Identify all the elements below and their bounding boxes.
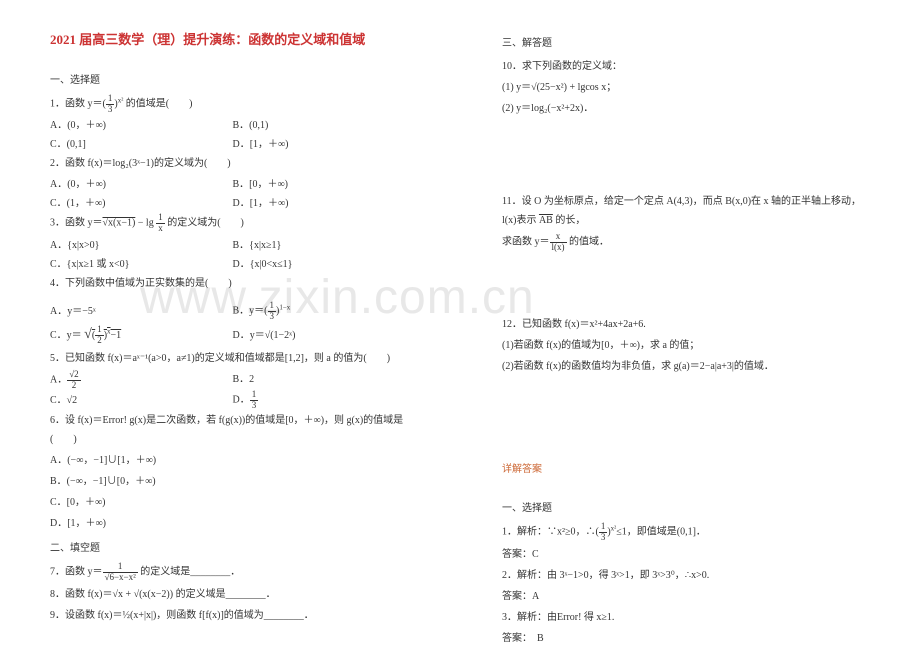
q6-opt-a: A．(−∞，−1]∪[1，＋∞) xyxy=(50,451,422,470)
question-1-options-2: C．(0,1] D．[1，＋∞) xyxy=(50,135,422,154)
right-column: 三、解答题 10．求下列函数的定义域： (1) y＝√(25−x²) + lgc… xyxy=(460,0,920,651)
q5-opt-b: B．2 xyxy=(233,370,383,389)
q1-opt-a: A．(0，＋∞) xyxy=(50,116,230,135)
q2-opt-b: B．[0，＋∞) xyxy=(233,175,383,194)
section-3-heading: 三、解答题 xyxy=(502,34,874,53)
question-5: 5．已知函数 f(x)＝aˣ⁻¹(a>0，a≠1)的定义域和值域都是[1,2]，… xyxy=(50,349,422,368)
question-11b: 求函数 y＝xl(x) 的值域． xyxy=(502,232,874,253)
answer-3: 3．解析：由Error! 得 x≥1. xyxy=(502,608,874,627)
q5-opt-a: A．√22 xyxy=(50,370,230,391)
question-1-options: A．(0，＋∞) B．(0,1) xyxy=(50,116,422,135)
question-9: 9．设函数 f(x)＝½(x+|x|)，则函数 f[f(x)]的值域为_____… xyxy=(50,606,422,625)
answer-2-key: 答案：A xyxy=(502,587,874,606)
question-5-options: A．√22 B．2 xyxy=(50,370,422,391)
answer-heading: 详解答案 xyxy=(502,460,874,479)
question-4-options: A．y＝−5ˣ B．y＝(13)1−x xyxy=(50,301,422,322)
question-8: 8．函数 f(x)＝√x + √(x(x−2)) 的定义域是________． xyxy=(50,585,422,604)
q4-opt-b: B．y＝(13)1−x xyxy=(233,301,383,322)
question-2-options: A．(0，＋∞) B．[0，＋∞) xyxy=(50,175,422,194)
q1-opt-d: D．[1，＋∞) xyxy=(233,135,383,154)
question-12-1: (1)若函数 f(x)的值域为[0，＋∞)，求 a 的值； xyxy=(502,336,874,355)
q1-opt-b: B．(0,1) xyxy=(233,116,383,135)
q5-opt-d: D．13 xyxy=(233,390,383,411)
q3-opt-a: A．{x|x>0} xyxy=(50,236,230,255)
left-column: 2021 届高三数学（理）提升演练：函数的定义域和值域 一、选择题 1．函数 y… xyxy=(0,0,460,651)
q6-opt-d: D．[1，＋∞) xyxy=(50,514,422,533)
question-7: 7．函数 y＝1√6−x−x² 的定义域是________． xyxy=(50,562,422,583)
question-3-options: A．{x|x>0} B．{x|x≥1} xyxy=(50,236,422,255)
doc-title: 2021 届高三数学（理）提升演练：函数的定义域和值域 xyxy=(50,28,422,53)
question-12: 12．已知函数 f(x)＝x²+4ax+2a+6. xyxy=(502,315,874,334)
q4-opt-d: D．y＝√(1−2ˣ) xyxy=(233,326,383,345)
question-10: 10．求下列函数的定义域： xyxy=(502,57,874,76)
question-12-2: (2)若函数 f(x)的函数值均为非负值，求 g(a)＝2−a|a+3|的值域． xyxy=(502,357,874,376)
section-2-heading: 二、填空题 xyxy=(50,539,422,558)
question-11: 11．设 O 为坐标原点，给定一个定点 A(4,3)，而点 B(x,0)在 x … xyxy=(502,192,874,230)
q5-opt-c: C．√2 xyxy=(50,391,230,410)
answer-1-key: 答案：C xyxy=(502,545,874,564)
answer-3-key: 答案： B xyxy=(502,629,874,648)
q3-opt-c: C．{x|x≥1 或 x<0} xyxy=(50,255,230,274)
q3-opt-b: B．{x|x≥1} xyxy=(233,236,383,255)
section-1-heading: 一、选择题 xyxy=(50,71,422,90)
question-4: 4．下列函数中值域为正实数集的是( ) xyxy=(50,274,422,293)
question-6: 6．设 f(x)＝Error! g(x)是二次函数，若 f(g(x))的值域是[… xyxy=(50,411,422,449)
q1-opt-c: C．(0,1] xyxy=(50,135,230,154)
question-3-options-2: C．{x|x≥1 或 x<0} D．{x|0<x≤1} xyxy=(50,255,422,274)
q6-opt-b: B．(−∞，−1]∪[0，＋∞) xyxy=(50,472,422,491)
question-3: 3．函数 y＝√x(x−1) − lg 1x 的定义域为( ) xyxy=(50,213,422,234)
q6-opt-c: C．[0，＋∞) xyxy=(50,493,422,512)
question-4-options-2: C．y＝ √(12)x−1 D．y＝√(1−2ˣ) xyxy=(50,322,422,349)
q4-opt-c: C．y＝ √(12)x−1 xyxy=(50,322,230,349)
q3-opt-d: D．{x|0<x≤1} xyxy=(233,255,383,274)
answer-section-1: 一、选择题 xyxy=(502,499,874,518)
question-10-2: (2) y＝log₂(−x²+2x)． xyxy=(502,99,874,118)
question-1: 1．函数 y＝(13)x² 的值域是( ) xyxy=(50,94,422,115)
answer-1: 1．解析：∵x²≥0，∴(13)x²≤1，即值域是(0,1]． xyxy=(502,522,874,543)
question-10-1: (1) y＝√(25−x²) + lgcos x； xyxy=(502,78,874,97)
question-2: 2．函数 f(x)＝log₂(3ˣ−1)的定义域为( ) xyxy=(50,154,422,173)
q2-opt-a: A．(0，＋∞) xyxy=(50,175,230,194)
answer-2: 2．解析：由 3ˣ−1>0，得 3ˣ>1，即 3ˣ>3⁰，∴x>0. xyxy=(502,566,874,585)
q2-opt-c: C．(1，＋∞) xyxy=(50,194,230,213)
q4-opt-a: A．y＝−5ˣ xyxy=(50,302,230,321)
question-5-options-2: C．√2 D．13 xyxy=(50,390,422,411)
page: 2021 届高三数学（理）提升演练：函数的定义域和值域 一、选择题 1．函数 y… xyxy=(0,0,920,651)
q2-opt-d: D．[1，＋∞) xyxy=(233,194,383,213)
question-2-options-2: C．(1，＋∞) D．[1，＋∞) xyxy=(50,194,422,213)
